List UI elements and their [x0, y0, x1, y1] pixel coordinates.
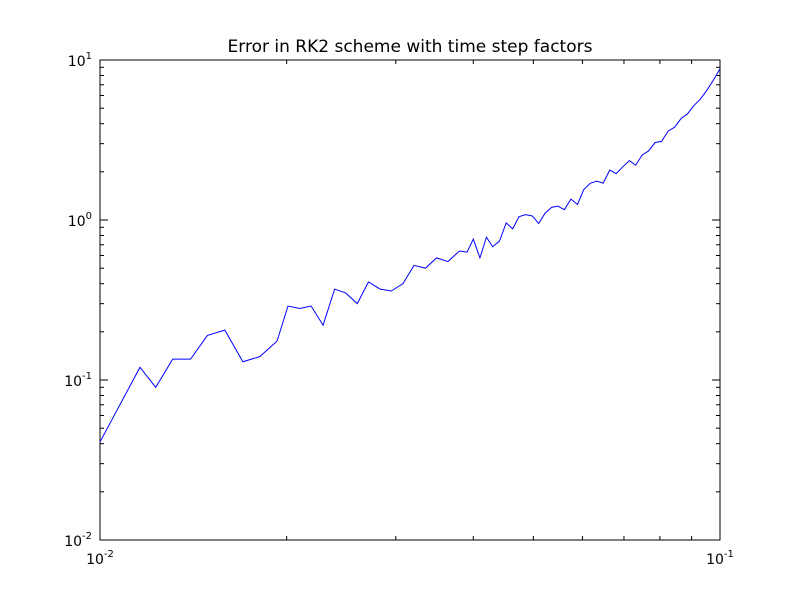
x-tick-label: 10-2	[86, 549, 114, 568]
x-tick-label: 10-1	[706, 549, 734, 568]
plot-area	[99, 59, 721, 541]
tick-labels: 10-2 10-1 10-2 10-1 100 101	[64, 51, 734, 568]
y-tick-label: 10-1	[64, 371, 92, 390]
chart-title: Error in RK2 scheme with time step facto…	[228, 37, 593, 57]
y-tick-label: 10-2	[64, 531, 92, 550]
error-series-line	[99, 68, 721, 443]
minor-ticks	[100, 60, 720, 540]
major-ticks	[99, 59, 721, 541]
y-tick-label: 100	[68, 211, 92, 230]
y-tick-label: 101	[68, 51, 92, 70]
